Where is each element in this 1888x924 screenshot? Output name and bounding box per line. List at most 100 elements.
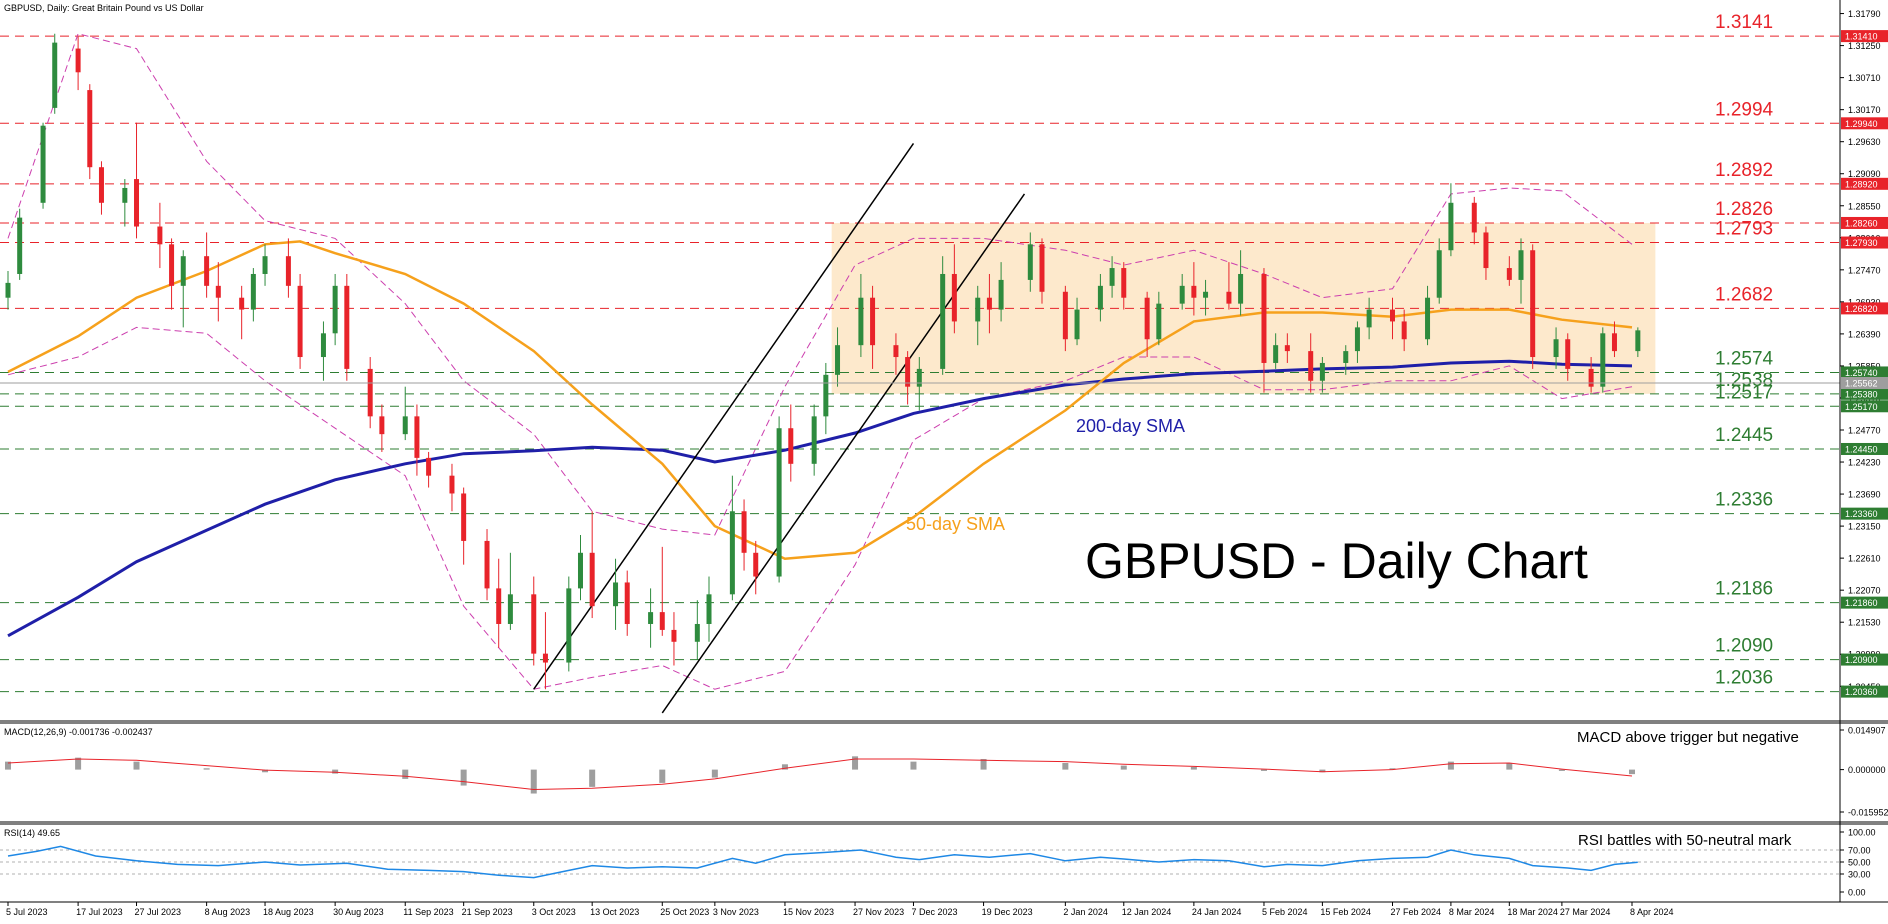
candle-body bbox=[694, 623, 700, 642]
candle-body bbox=[87, 90, 93, 168]
current-price-value: 1.25562 bbox=[1845, 379, 1878, 389]
candle-body bbox=[1471, 202, 1477, 233]
price-tag-1.2517 bbox=[1841, 400, 1888, 413]
sma200-label: 200-day SMA bbox=[1076, 416, 1185, 436]
time-tick-label: 19 Dec 2023 bbox=[982, 907, 1033, 917]
price-tick-label: 1.30710 bbox=[1848, 73, 1881, 83]
price-tick-label: 1.27470 bbox=[1848, 265, 1881, 275]
candle-body bbox=[52, 42, 58, 108]
level-label-1.3141: 1.3141 bbox=[1715, 12, 1773, 33]
candle-body bbox=[320, 333, 326, 358]
candle-body bbox=[753, 552, 759, 577]
candle-body bbox=[858, 297, 864, 346]
level-label-1.2036: 1.2036 bbox=[1715, 668, 1773, 689]
price-tag-1.2186 bbox=[1841, 596, 1888, 609]
level-label-1.2826: 1.2826 bbox=[1715, 199, 1773, 220]
macd-bar bbox=[1120, 765, 1127, 770]
price-tag-1.3141 bbox=[1841, 30, 1888, 43]
rsi-annotation: RSI battles with 50-neutral mark bbox=[1578, 832, 1792, 849]
macd-signal-path bbox=[7, 758, 1633, 791]
rsi-tick-label: 70.00 bbox=[1848, 846, 1871, 856]
time-tick-label: 13 Oct 2023 bbox=[590, 907, 639, 917]
candle-body bbox=[1191, 285, 1197, 298]
candle-body bbox=[402, 416, 408, 435]
price-tag-text-1.2090: 1.20900 bbox=[1845, 655, 1878, 665]
candle-body bbox=[1401, 321, 1407, 340]
candle-body bbox=[1226, 291, 1232, 304]
rsi-tick-label: 30.00 bbox=[1848, 870, 1871, 880]
rsi-indicator-label: RSI(14) 49.65 bbox=[4, 828, 60, 838]
candle-body bbox=[893, 345, 899, 358]
candle-body bbox=[1027, 244, 1033, 280]
level-label-1.2574: 1.2574 bbox=[1715, 348, 1774, 369]
time-tick-label: 15 Nov 2023 bbox=[783, 907, 834, 917]
candle-body bbox=[122, 187, 128, 203]
rsi-tick-label: 0.00 bbox=[1848, 888, 1866, 898]
macd-bar bbox=[1260, 769, 1267, 771]
price-tick-label: 1.29630 bbox=[1848, 137, 1881, 147]
candle-body bbox=[951, 273, 957, 322]
candle-body bbox=[1425, 297, 1431, 340]
macd-bar bbox=[5, 761, 11, 770]
macd-bar bbox=[530, 769, 537, 794]
candle-body bbox=[379, 416, 385, 435]
level-label-1.2892: 1.2892 bbox=[1715, 160, 1773, 181]
candle-body bbox=[613, 582, 619, 607]
candle-body bbox=[1039, 244, 1045, 292]
chart-title: GBPUSD - Daily Chart bbox=[1085, 533, 1588, 589]
candle-body bbox=[1273, 345, 1279, 363]
time-tick-label: 27 Nov 2023 bbox=[853, 907, 904, 917]
candle-body bbox=[426, 457, 432, 476]
macd-bar bbox=[402, 769, 409, 779]
macd-bar bbox=[781, 764, 788, 770]
candle-body bbox=[414, 416, 420, 458]
candle-body bbox=[1565, 339, 1571, 369]
price-tag-1.2892 bbox=[1841, 177, 1888, 190]
time-tick-label: 18 Mar 2024 bbox=[1507, 907, 1558, 917]
macd-tick-label: -0.015952 bbox=[1848, 808, 1888, 818]
time-tick-label: 7 Dec 2023 bbox=[911, 907, 957, 917]
price-tag-1.2826 bbox=[1841, 216, 1888, 229]
candle-body bbox=[180, 256, 186, 286]
time-tick-label: 27 Mar 2024 bbox=[1560, 907, 1611, 917]
price-tag-1.2793 bbox=[1841, 236, 1888, 249]
price-tick-label: 1.28550 bbox=[1848, 201, 1881, 211]
macd-bar bbox=[1190, 766, 1197, 770]
time-tick-label: 8 Apr 2024 bbox=[1630, 907, 1674, 917]
candle-body bbox=[823, 374, 829, 417]
candle-body bbox=[98, 167, 104, 203]
price-tag-text-1.2517: 1.25170 bbox=[1845, 402, 1878, 412]
price-tag-1.2574 bbox=[1841, 366, 1888, 379]
candle-body bbox=[1284, 345, 1290, 352]
candle-body bbox=[5, 282, 11, 298]
candle-body bbox=[729, 511, 735, 595]
level-label-1.2994: 1.2994 bbox=[1715, 99, 1774, 120]
candle-body bbox=[496, 588, 502, 624]
price-tick-label: 1.22610 bbox=[1848, 554, 1881, 564]
macd-bar bbox=[1062, 762, 1069, 770]
macd-bar bbox=[1447, 761, 1454, 770]
rsi-tick-label: 50.00 bbox=[1848, 858, 1871, 868]
candle-body bbox=[75, 48, 81, 73]
price-tick-label: 1.23150 bbox=[1848, 522, 1881, 532]
rsi-axis: 100.00 70.00 50.00 30.00 0.00 bbox=[1840, 828, 1876, 898]
candle-body bbox=[1179, 285, 1185, 304]
macd-bar bbox=[711, 769, 718, 778]
level-label-1.2186: 1.2186 bbox=[1715, 579, 1773, 600]
macd-bar bbox=[852, 756, 859, 770]
candle-body bbox=[1518, 250, 1524, 280]
macd-bar bbox=[910, 761, 917, 770]
candle-body bbox=[461, 493, 467, 541]
macd-histogram bbox=[5, 756, 1635, 794]
candle-body bbox=[1588, 368, 1594, 387]
rsi-levels bbox=[0, 849, 1840, 875]
candle-body bbox=[1530, 250, 1536, 358]
candle-body bbox=[262, 256, 268, 274]
time-tick-label: 27 Jul 2023 bbox=[135, 907, 182, 917]
candle-body bbox=[905, 357, 911, 387]
candle-body bbox=[507, 594, 513, 624]
candle-body bbox=[344, 285, 350, 369]
